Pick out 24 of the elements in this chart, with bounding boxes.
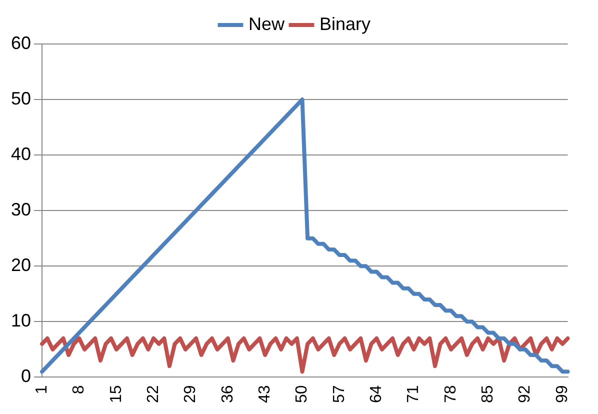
y-tick-label: 10 — [10, 310, 32, 331]
x-tick-label: 64 — [368, 385, 386, 403]
x-tick-label: 15 — [108, 385, 125, 403]
x-tick-label: 92 — [516, 385, 534, 403]
y-tick-label: 40 — [10, 144, 32, 164]
x-tick-label: 57 — [330, 385, 348, 403]
x-tick-label: 36 — [219, 385, 236, 403]
y-tick-label: 30 — [10, 200, 32, 220]
x-tick-label: 8 — [70, 385, 88, 394]
x-tick-label: 43 — [256, 385, 274, 403]
x-tick-label: 71 — [405, 385, 422, 403]
x-tick-label: 99 — [554, 385, 571, 403]
y-tick-label: 60 — [10, 32, 32, 53]
x-tick-label: 29 — [182, 385, 200, 403]
x-tick-label: 78 — [442, 385, 460, 403]
y-tick-label: 0 — [21, 366, 32, 386]
legend-label: New — [248, 14, 286, 34]
y-tick-label: 50 — [10, 88, 32, 109]
x-tick-label: 22 — [144, 385, 162, 403]
x-tick-label: 1 — [33, 385, 50, 394]
x-tick-label: 85 — [480, 385, 497, 403]
legend-label: Binary — [319, 14, 371, 34]
y-tick-label: 20 — [10, 255, 32, 276]
x-tick-label: 50 — [294, 385, 311, 403]
